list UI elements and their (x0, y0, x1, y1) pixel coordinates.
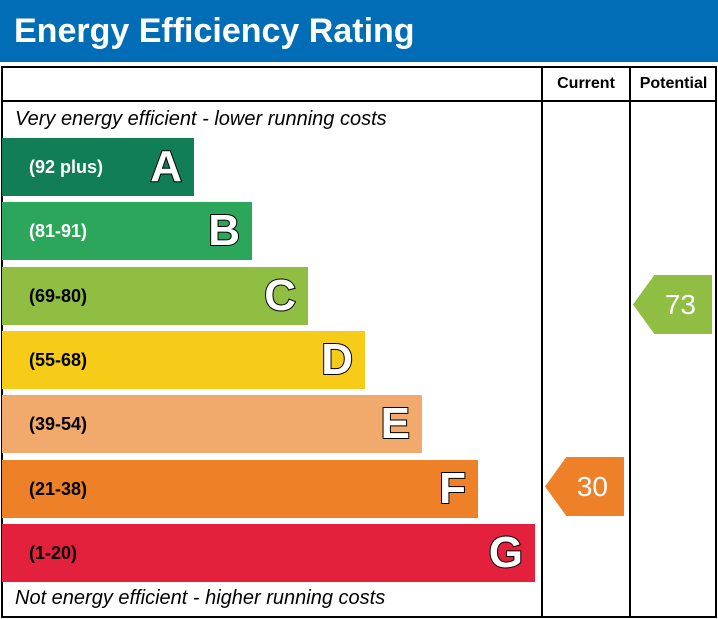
potential-rating-value: 73 (664, 289, 696, 320)
potential-column-header: Potential (639, 75, 708, 92)
current-column-header: Current (557, 75, 615, 92)
page-title: Energy Efficiency Rating (0, 0, 718, 62)
band-range: (92 plus) (29, 157, 104, 177)
divider (1, 100, 717, 102)
band-range: (1-20) (29, 542, 78, 563)
band-range: (69-80) (29, 285, 88, 306)
band-letter: G (488, 527, 524, 578)
band-range: (39-54) (29, 414, 88, 435)
band-letter: A (149, 141, 183, 192)
band-range: (21-38) (29, 478, 88, 499)
band-letter: F (438, 463, 467, 514)
band-letter: D (320, 334, 354, 385)
top-note: Very energy efficient - lower running co… (15, 108, 387, 130)
band-f: (21-38) F (2, 459, 478, 518)
band-a: (92 plus) A (2, 138, 194, 196)
band-range: (81-91) (29, 221, 88, 242)
band-c: (69-80) C (2, 266, 308, 325)
bottom-note: Not energy efficient - higher running co… (15, 587, 386, 609)
divider (629, 66, 631, 618)
band-b: (81-91) B (2, 202, 252, 261)
band-letter: C (263, 270, 297, 321)
band-e: (39-54) E (2, 395, 422, 454)
band-range: (55-68) (29, 349, 88, 370)
divider (541, 66, 543, 618)
band-d: (55-68) D (2, 330, 365, 389)
current-rating-value: 30 (576, 471, 608, 502)
band-letter: E (380, 398, 411, 449)
band-letter: B (207, 205, 241, 256)
band-g: (1-20) G (2, 523, 535, 582)
